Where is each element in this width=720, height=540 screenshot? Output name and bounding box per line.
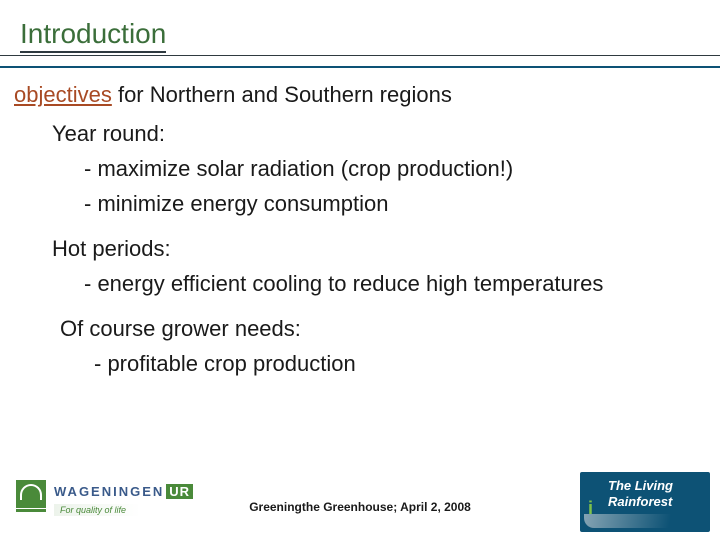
year-round-item-1: - maximize solar radiation (crop product… bbox=[84, 152, 702, 185]
hot-periods-item-1: - energy efficient cooling to reduce hig… bbox=[84, 267, 702, 300]
objectives-rest: for Northern and Southern regions bbox=[112, 82, 452, 107]
slide: Introduction objectives for Northern and… bbox=[0, 0, 720, 540]
slide-title: Introduction bbox=[20, 18, 166, 53]
wageningen-brand-suffix: UR bbox=[166, 484, 193, 499]
slide-body: objectives for Northern and Southern reg… bbox=[0, 68, 720, 466]
objectives-line: objectives for Northern and Southern reg… bbox=[14, 78, 702, 111]
wageningen-brand-main: WAGENINGEN bbox=[54, 484, 164, 499]
living-rainforest-logo: i The Living Rainforest bbox=[580, 472, 710, 532]
living-rainforest-line1: The Living bbox=[608, 478, 673, 493]
slide-footer: WAGENINGENUR For quality of life Greenin… bbox=[0, 466, 720, 540]
objectives-word: objectives bbox=[14, 82, 112, 107]
grower-needs-label: Of course grower needs: bbox=[60, 312, 702, 345]
living-rainforest-swoosh-icon bbox=[584, 514, 706, 528]
header-rule bbox=[0, 55, 720, 56]
year-round-label: Year round: bbox=[52, 117, 702, 150]
living-rainforest-line2: Rainforest bbox=[608, 494, 672, 509]
grower-needs-item-1: - profitable crop production bbox=[94, 347, 702, 380]
slide-header: Introduction bbox=[0, 0, 720, 68]
year-round-item-2: - minimize energy consumption bbox=[84, 187, 702, 220]
wageningen-brand: WAGENINGENUR bbox=[54, 484, 193, 499]
hot-periods-label: Hot periods: bbox=[52, 232, 702, 265]
